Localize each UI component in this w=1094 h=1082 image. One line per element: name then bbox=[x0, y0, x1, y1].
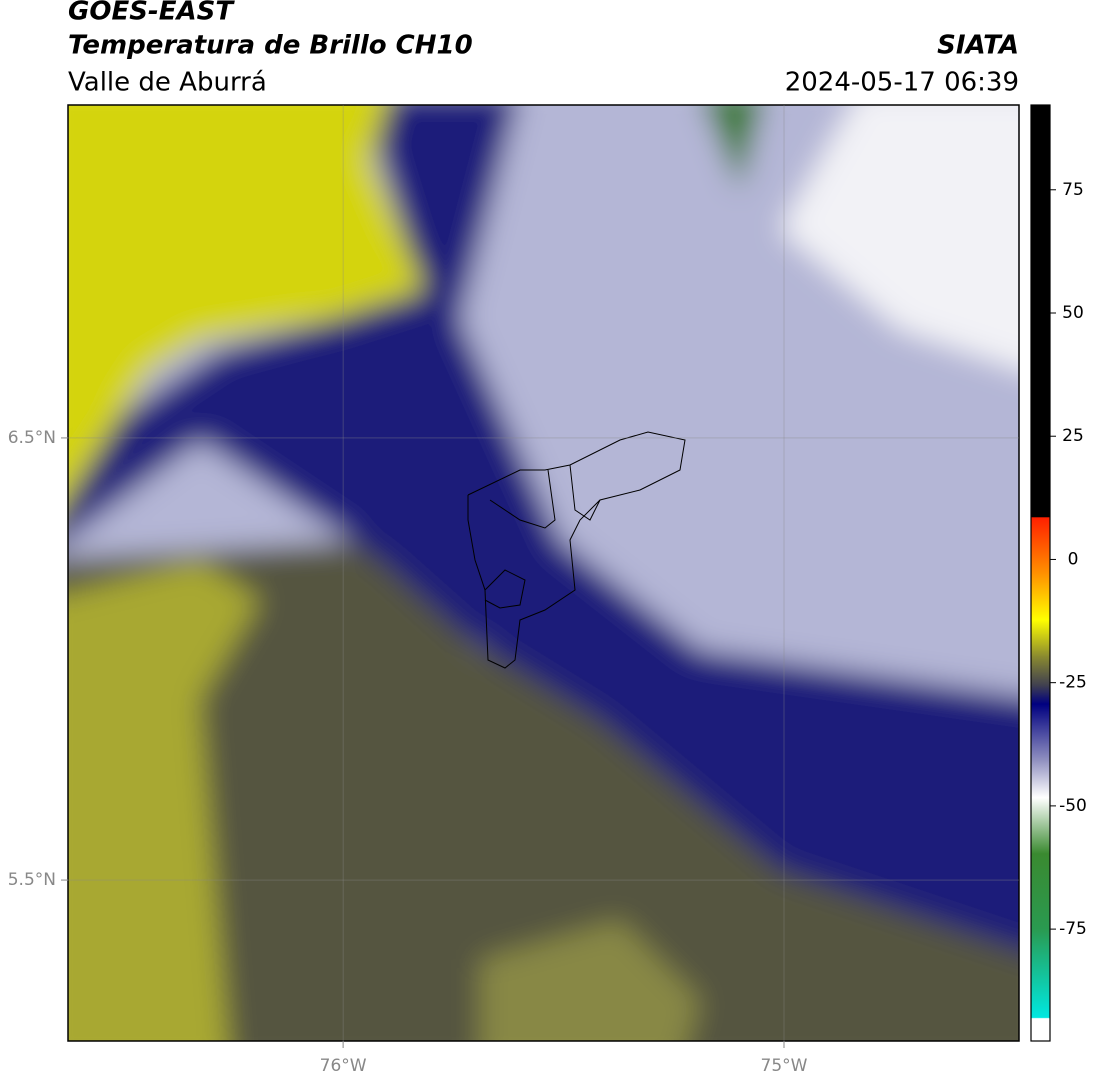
colorbar-tick-label: -25 bbox=[1059, 673, 1087, 693]
colorbar-tick-label: -75 bbox=[1059, 919, 1087, 939]
lon-tick-label: 76°W bbox=[320, 1056, 367, 1076]
organization: SIATA bbox=[937, 31, 1019, 61]
basin-outline bbox=[467, 431, 686, 669]
lat-tick-label: 6.5°N bbox=[8, 428, 56, 448]
basin-outline bbox=[484, 569, 526, 609]
subtitle: Temperatura de Brillo CH10 bbox=[68, 31, 473, 61]
lat-tick-label: 5.5°N bbox=[8, 870, 56, 890]
colorbar-tick-label: 50 bbox=[1062, 303, 1084, 323]
map bbox=[68, 105, 1019, 1041]
colorbar-tick-label: -50 bbox=[1059, 796, 1087, 816]
colorbar-tick-label: 75 bbox=[1062, 180, 1084, 200]
map-frame bbox=[67, 104, 1020, 1042]
lon-tick-label: 75°W bbox=[761, 1056, 808, 1076]
basin-outline bbox=[569, 464, 601, 521]
colorbar-tick-label: 0 bbox=[1068, 549, 1079, 569]
title: GOES-EAST bbox=[68, 0, 235, 27]
basin-outline bbox=[489, 469, 556, 529]
colorbar-tick-label: 25 bbox=[1062, 426, 1084, 446]
colorbar bbox=[1030, 104, 1051, 1042]
datetime: 2024-05-17 06:39 bbox=[785, 68, 1019, 98]
region: Valle de Aburrá bbox=[68, 68, 267, 98]
